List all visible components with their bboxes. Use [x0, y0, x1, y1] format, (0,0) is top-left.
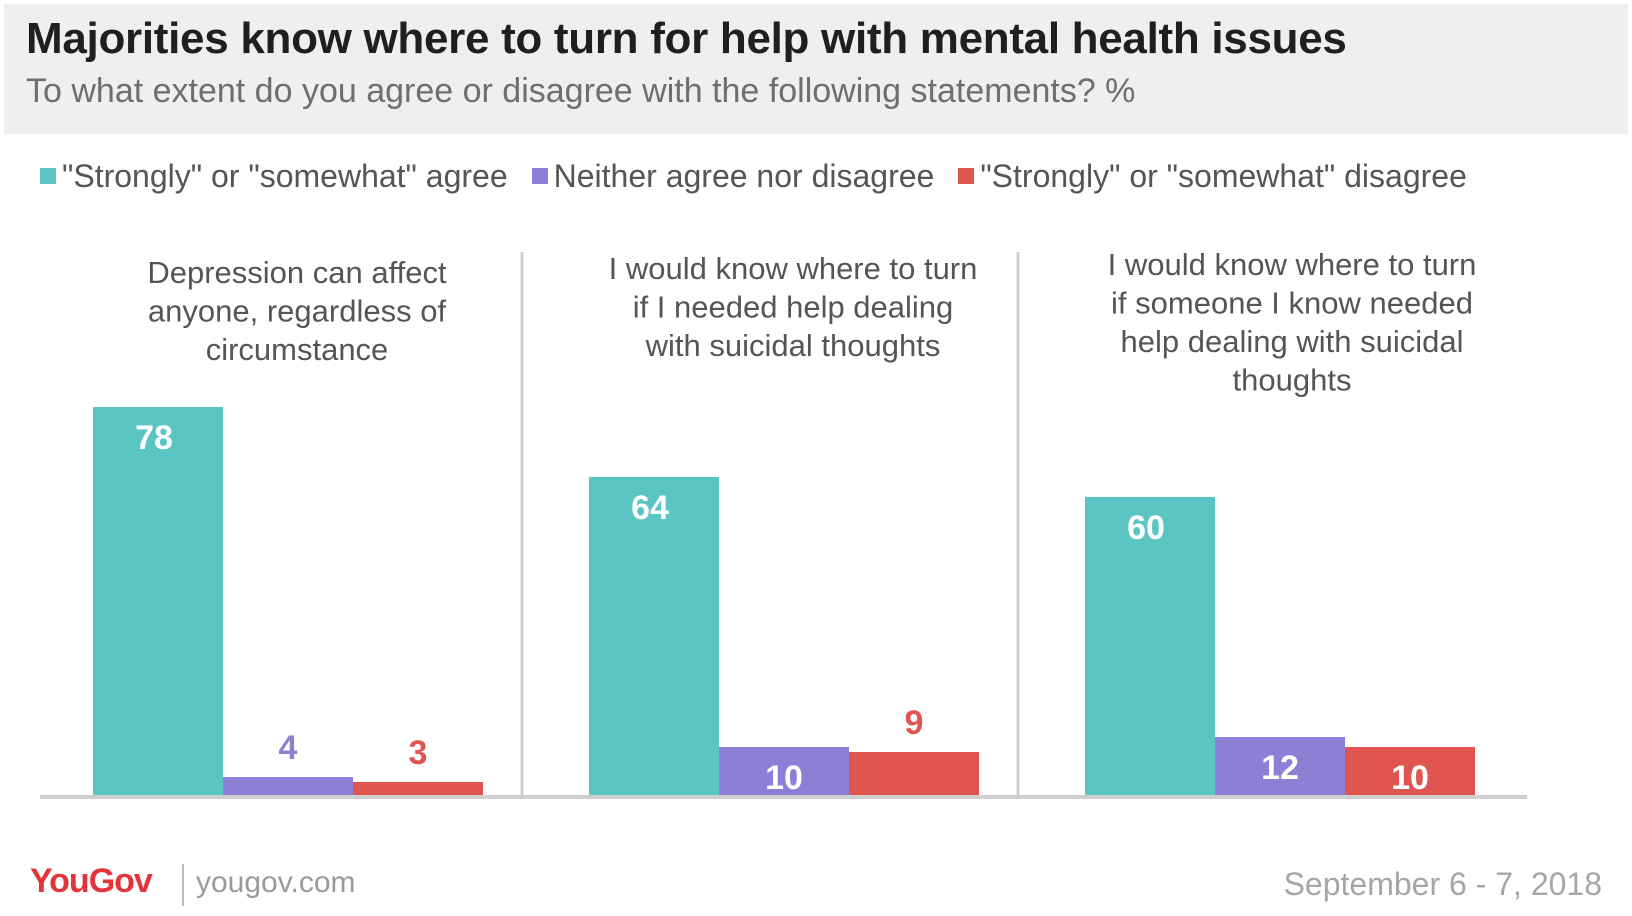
- bar-agree-1: [93, 407, 223, 797]
- bar-neither-2: [719, 747, 849, 797]
- category-label-1: Depression can affect: [147, 255, 447, 290]
- header-band: [4, 4, 1628, 134]
- legend-item-neither: Neither agree nor disagree: [531, 157, 935, 195]
- legend-swatch-disagree: [958, 168, 975, 184]
- category-label-2: if I needed help dealing: [633, 290, 954, 325]
- data-label-neither-2: 10: [765, 759, 803, 797]
- bar-disagree-1: [353, 782, 483, 797]
- chart-title: Majorities know where to turn for help w…: [26, 14, 1347, 63]
- category-label-2: I would know where to turn: [609, 251, 978, 286]
- category-label-1: anyone, regardless of: [148, 294, 447, 329]
- bar-agree-3: [1085, 497, 1215, 797]
- bar-neither-1: [223, 777, 353, 797]
- legend-swatch-neither: [531, 168, 548, 184]
- data-label-agree-1: 78: [135, 419, 173, 457]
- bar-neither-3: [1215, 737, 1345, 797]
- footer-divider: [182, 864, 184, 906]
- category-label-3: help dealing with suicidal: [1121, 324, 1464, 359]
- yougov-logo: YouGov: [30, 862, 153, 900]
- data-label-agree-2: 64: [631, 489, 669, 527]
- legend-label-disagree: "Strongly" or "somewhat" disagree: [980, 157, 1467, 194]
- category-label-3: I would know where to turn: [1108, 247, 1477, 282]
- category-label-1: circumstance: [206, 332, 389, 367]
- chart-subtitle: To what extent do you agree or disagree …: [26, 72, 1136, 110]
- data-label-disagree-1: 3: [409, 734, 428, 772]
- legend-swatch-agree: [40, 168, 56, 184]
- legend-label-agree: "Strongly" or "somewhat" agree: [62, 157, 508, 194]
- data-label-neither-1: 4: [279, 729, 298, 767]
- bar-agree-2: [589, 477, 719, 797]
- footer-url[interactable]: yougov.com: [196, 866, 356, 899]
- data-label-disagree-3: 10: [1391, 759, 1429, 797]
- legend: "Strongly" or "somewhat" agree Neither a…: [40, 156, 1620, 196]
- bar-disagree-2: [849, 752, 979, 797]
- data-label-neither-3: 12: [1261, 749, 1299, 787]
- footer-date: September 6 - 7, 2018: [1283, 866, 1602, 902]
- category-label-3: thoughts: [1233, 363, 1352, 398]
- data-label-disagree-2: 9: [905, 704, 924, 742]
- legend-item-disagree: "Strongly" or "somewhat" disagree: [958, 158, 1467, 195]
- legend-label-neither: Neither agree nor disagree: [553, 157, 935, 194]
- data-label-agree-3: 60: [1127, 509, 1165, 547]
- bar-disagree-3: [1345, 747, 1475, 797]
- category-label-2: with suicidal thoughts: [645, 328, 941, 363]
- legend-item-agree: "Strongly" or "somewhat" agree: [40, 158, 508, 195]
- category-label-3: if someone I know needed: [1111, 286, 1473, 321]
